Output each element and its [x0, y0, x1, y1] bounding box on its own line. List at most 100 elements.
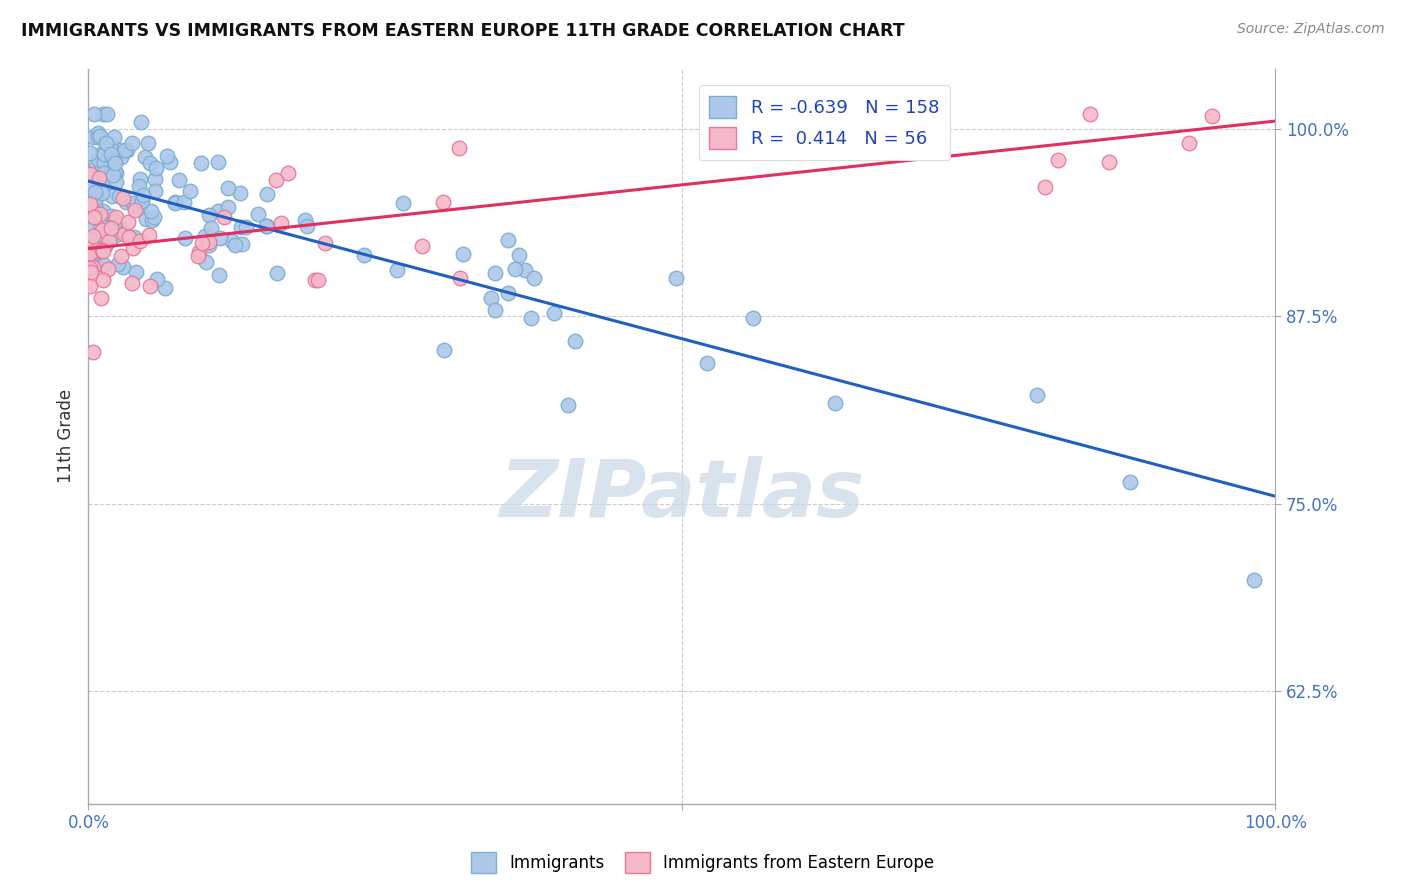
Point	[90, 156, 112, 170]
Point	[91, 169, 114, 184]
Point	[79, 246, 101, 260]
Point	[117, 215, 139, 229]
Point	[432, 195, 454, 210]
Point	[105, 142, 128, 156]
Point	[207, 154, 229, 169]
Point	[214, 210, 236, 224]
Point	[91, 106, 114, 120]
Point	[89, 211, 111, 226]
Point	[104, 215, 127, 229]
Point	[112, 227, 135, 242]
Text: IMMIGRANTS VS IMMIGRANTS FROM EASTERN EUROPE 11TH GRADE CORRELATION CHART: IMMIGRANTS VS IMMIGRANTS FROM EASTERN EU…	[21, 22, 904, 40]
Point	[270, 216, 292, 230]
Point	[128, 172, 150, 186]
Point	[159, 155, 181, 169]
Point	[217, 181, 239, 195]
Point	[156, 149, 179, 163]
Point	[86, 129, 108, 144]
Point	[83, 106, 105, 120]
Point	[89, 129, 111, 144]
Point	[97, 231, 120, 245]
Point	[100, 146, 122, 161]
Point	[124, 202, 146, 217]
Point	[124, 199, 146, 213]
Point	[208, 230, 231, 244]
Point	[100, 220, 122, 235]
Point	[83, 210, 105, 224]
Point	[121, 136, 143, 151]
Point	[564, 334, 586, 348]
Point	[411, 239, 433, 253]
Point	[304, 273, 326, 287]
Point	[664, 271, 686, 285]
Point	[89, 244, 111, 258]
Point	[254, 219, 277, 233]
Point	[136, 136, 159, 150]
Point	[1080, 107, 1102, 121]
Point	[198, 208, 221, 222]
Point	[557, 398, 579, 412]
Text: ZIPatlas: ZIPatlas	[499, 456, 865, 534]
Point	[256, 219, 278, 233]
Point	[79, 230, 101, 244]
Point	[90, 186, 112, 200]
Point	[447, 141, 470, 155]
Point	[207, 203, 229, 218]
Point	[294, 213, 316, 227]
Point	[93, 147, 115, 161]
Point	[503, 261, 526, 276]
Point	[79, 146, 101, 161]
Point	[90, 157, 112, 171]
Point	[163, 195, 186, 210]
Point	[173, 195, 195, 210]
Point	[114, 143, 136, 157]
Point	[79, 190, 101, 204]
Point	[91, 244, 114, 258]
Point	[107, 257, 129, 271]
Point	[103, 154, 125, 169]
Point	[104, 156, 127, 170]
Point	[89, 233, 111, 247]
Point	[128, 235, 150, 249]
Point	[104, 166, 127, 180]
Point	[93, 166, 115, 180]
Point	[110, 249, 132, 263]
Point	[247, 207, 270, 221]
Point	[392, 196, 415, 211]
Point	[87, 126, 110, 140]
Point	[314, 236, 336, 251]
Point	[128, 179, 150, 194]
Point	[89, 217, 111, 231]
Point	[194, 229, 217, 244]
Point	[87, 243, 110, 257]
Point	[80, 240, 103, 254]
Point	[523, 271, 546, 285]
Point	[121, 276, 143, 290]
Point	[143, 172, 166, 186]
Point	[134, 150, 156, 164]
Point	[167, 173, 190, 187]
Point	[122, 230, 145, 244]
Y-axis label: 11th Grade: 11th Grade	[58, 389, 75, 483]
Point	[93, 178, 115, 192]
Point	[83, 187, 105, 202]
Point	[101, 226, 124, 240]
Point	[83, 205, 105, 219]
Point	[103, 228, 125, 243]
Point	[143, 211, 166, 225]
Point	[190, 156, 212, 170]
Point	[79, 232, 101, 246]
Point	[89, 183, 111, 197]
Point	[91, 204, 114, 219]
Point	[824, 396, 846, 410]
Point	[80, 239, 103, 253]
Point	[110, 150, 132, 164]
Point	[84, 185, 107, 199]
Point	[104, 165, 127, 179]
Legend: Immigrants, Immigrants from Eastern Europe: Immigrants, Immigrants from Eastern Euro…	[465, 846, 941, 880]
Point	[86, 159, 108, 173]
Point	[128, 200, 150, 214]
Point	[138, 227, 160, 242]
Point	[139, 204, 162, 219]
Point	[129, 115, 152, 129]
